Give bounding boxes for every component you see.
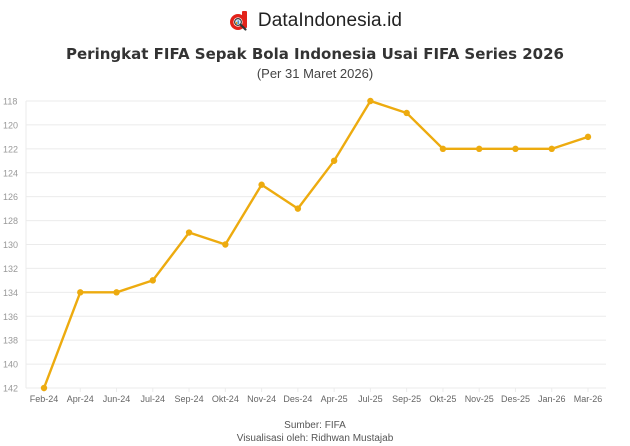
x-tick-label: Des-24	[283, 394, 312, 404]
data-point[interactable]	[512, 145, 519, 153]
x-tick-label: Jul-25	[358, 394, 383, 404]
y-axis: 118 120 122 124 126 128 130 132 134 136 138 140 142	[3, 97, 27, 394]
data-point[interactable]	[40, 384, 48, 392]
x-tick-label: Jan-26	[538, 394, 566, 404]
data-point[interactable]	[149, 277, 156, 284]
gridlines	[26, 100, 606, 389]
data-point[interactable]	[584, 133, 592, 141]
data-point[interactable]	[548, 145, 555, 153]
y-tick-label: 136	[3, 312, 18, 322]
source-note: Sumber: FIFA	[284, 420, 346, 431]
data-point[interactable]	[403, 109, 410, 117]
x-tick-label: Apr-25	[321, 394, 348, 404]
y-tick-label: 120	[3, 120, 18, 130]
y-tick-label: 122	[3, 144, 18, 154]
y-tick-label: 130	[3, 240, 18, 250]
x-tick-label: Mar-26	[574, 394, 603, 404]
x-tick-label: Feb-24	[30, 394, 59, 404]
y-tick-label: 134	[3, 288, 18, 298]
x-tick-label: Nov-24	[247, 394, 276, 404]
x-axis: Feb-24 Apr-24 Jun-24 Jul-24 Sep-24 Okt-24 Nov-…	[30, 388, 603, 404]
y-tick-label: 124	[3, 168, 18, 178]
data-point[interactable]	[77, 289, 84, 296]
x-tick-label: Okt-25	[429, 394, 456, 404]
y-tick-label: 142	[3, 384, 18, 394]
data-point[interactable]	[222, 241, 229, 248]
y-tick-label: 138	[3, 336, 18, 346]
x-tick-label: Okt-24	[212, 394, 239, 404]
data-point[interactable]	[367, 97, 374, 105]
x-tick-label: Jul-24	[141, 394, 166, 404]
x-tick-label: Apr-24	[67, 394, 94, 404]
x-tick-label: Sep-25	[392, 394, 421, 404]
x-tick-label: Jun-24	[103, 394, 131, 404]
data-point[interactable]	[294, 205, 302, 212]
data-point[interactable]	[330, 157, 338, 164]
y-tick-label: 128	[3, 216, 18, 226]
brand-header: DataIndonesia.id	[0, 10, 630, 32]
data-point[interactable]	[439, 145, 447, 153]
data-point[interactable]	[476, 145, 483, 153]
data-point[interactable]	[185, 229, 193, 236]
x-tick-label: Nov-25	[465, 394, 494, 404]
x-tick-label: Des-25	[501, 394, 530, 404]
chart-title: Peringkat FIFA Sepak Bola Indonesia Usai…	[66, 45, 564, 63]
data-point[interactable]	[113, 289, 120, 296]
x-tick-label: Sep-24	[175, 394, 204, 404]
credit-note: Visualisasi oleh: Ridhwan Mustajab	[236, 433, 394, 444]
y-tick-label: 126	[3, 192, 18, 202]
y-tick-label: 132	[3, 264, 18, 274]
series-line	[42, 99, 589, 389]
y-tick-label: 118	[3, 97, 17, 107]
data-series	[40, 97, 592, 392]
brand-name: DataIndonesia.id	[257, 10, 403, 31]
chart-subtitle: (Per 31 Maret 2026)	[256, 66, 374, 81]
magnifier-d-logo-icon	[229, 11, 247, 31]
y-tick-label: 140	[3, 360, 18, 370]
data-point[interactable]	[258, 181, 265, 188]
